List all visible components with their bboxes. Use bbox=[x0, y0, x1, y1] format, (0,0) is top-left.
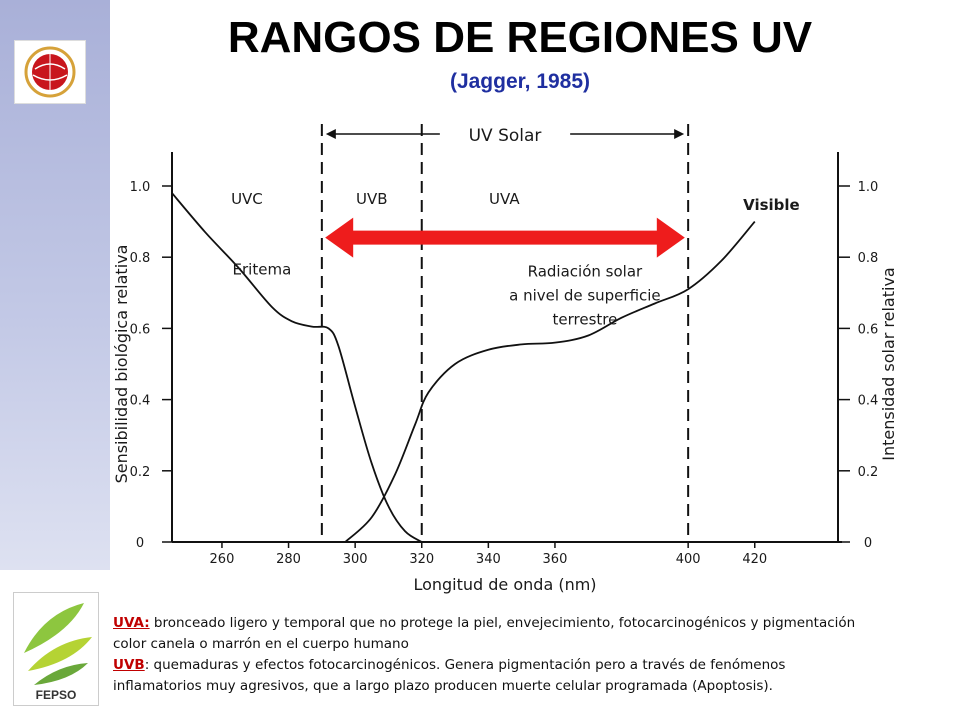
x-tick-label: 340 bbox=[476, 552, 501, 567]
solar-radiation-curve bbox=[344, 221, 756, 543]
range-arrow-head-right bbox=[656, 217, 685, 258]
note-uvb: UVB: quemaduras y efectos fotocarcinogén… bbox=[113, 655, 958, 676]
solar-radiation-label-line: a nivel de superficie bbox=[509, 286, 661, 304]
region-label-uva: UVA bbox=[489, 190, 520, 208]
solar-radiation-label-line: terrestre bbox=[552, 310, 617, 328]
note-term-uva: UVA: bbox=[113, 615, 150, 631]
y-tick-label-right: 0.8 bbox=[858, 251, 879, 266]
note-text-uva: bronceado ligero y temporal que no prote… bbox=[149, 615, 856, 631]
x-tick-label: 320 bbox=[409, 552, 434, 567]
note-uva: UVA: bronceado ligero y temporal que no … bbox=[113, 613, 958, 634]
fepso-label: FEPSO bbox=[36, 688, 77, 702]
x-tick-label: 420 bbox=[742, 552, 767, 567]
globe-logo-icon bbox=[24, 46, 76, 98]
y-tick-label-right: 0.2 bbox=[858, 465, 879, 480]
y-tick-label-right: 0.4 bbox=[858, 394, 879, 409]
eritema-label: Eritema bbox=[233, 261, 292, 279]
y-tick-label-left: 0.2 bbox=[130, 465, 151, 480]
x-tick-label: 260 bbox=[210, 552, 235, 567]
solar-radiation-label-line: Radiación solar bbox=[528, 262, 643, 280]
y-tick-label-left: 0.6 bbox=[130, 322, 151, 337]
note-uva-cont: color canela o marrón en el cuerpo human… bbox=[113, 636, 409, 652]
x-tick-label: 400 bbox=[676, 552, 701, 567]
slide-subtitle: (Jagger, 1985) bbox=[449, 70, 591, 93]
y-tick-label-left: 0.8 bbox=[130, 251, 151, 266]
uv-solar-label: UV Solar bbox=[469, 126, 542, 146]
region-label-uvb: UVB bbox=[356, 190, 388, 208]
note-term-uvb: UVB bbox=[113, 657, 145, 673]
y-axis-label-left: Sensibilidad biológica relativa bbox=[112, 245, 131, 484]
fepso-logo: FEPSO bbox=[13, 592, 99, 706]
y-axis-label-right: Intensidad solar relativa bbox=[879, 267, 898, 460]
uv-ranges-chart: 0 0 0.2 0.2 0.4 0.4 0.6 0.6 0.8 0.8 1.0 1.0 260 280 30… bbox=[112, 124, 898, 594]
eritema-curve bbox=[171, 192, 423, 543]
top-logo bbox=[14, 40, 86, 104]
y-tick-label-right: 0 bbox=[864, 536, 872, 551]
region-label-uvc: UVC bbox=[231, 190, 263, 208]
x-tick-label: 300 bbox=[343, 552, 368, 567]
y-tick-label-left: 1.0 bbox=[130, 180, 151, 195]
slide-title: RANGOS DE REGIONES UV bbox=[227, 13, 813, 62]
x-axis-label: Longitud de onda (nm) bbox=[413, 575, 596, 594]
leaf-logo-icon: FEPSO bbox=[24, 603, 92, 702]
note-uvb-cont: inflamatorios muy agresivos, que a largo… bbox=[113, 678, 773, 694]
notes-block: UVA: bronceado ligero y temporal que no … bbox=[113, 613, 958, 697]
y-tick-label-left: 0.4 bbox=[130, 394, 151, 409]
range-arrow-shaft bbox=[349, 230, 661, 245]
uv-solar-bracket-head-right bbox=[674, 129, 685, 139]
x-tick-label: 280 bbox=[276, 552, 301, 567]
note-text-uvb: : quemaduras y efectos fotocarcinogénico… bbox=[144, 657, 786, 673]
y-tick-label-right: 1.0 bbox=[858, 180, 879, 195]
y-tick-label-right: 0.6 bbox=[858, 322, 879, 337]
visible-label: Visible bbox=[743, 196, 800, 214]
x-tick-label: 360 bbox=[543, 552, 568, 567]
range-arrow-head-left bbox=[325, 217, 354, 258]
y-tick-label-left: 0 bbox=[136, 536, 144, 551]
uv-solar-bracket-head-left bbox=[325, 129, 336, 139]
